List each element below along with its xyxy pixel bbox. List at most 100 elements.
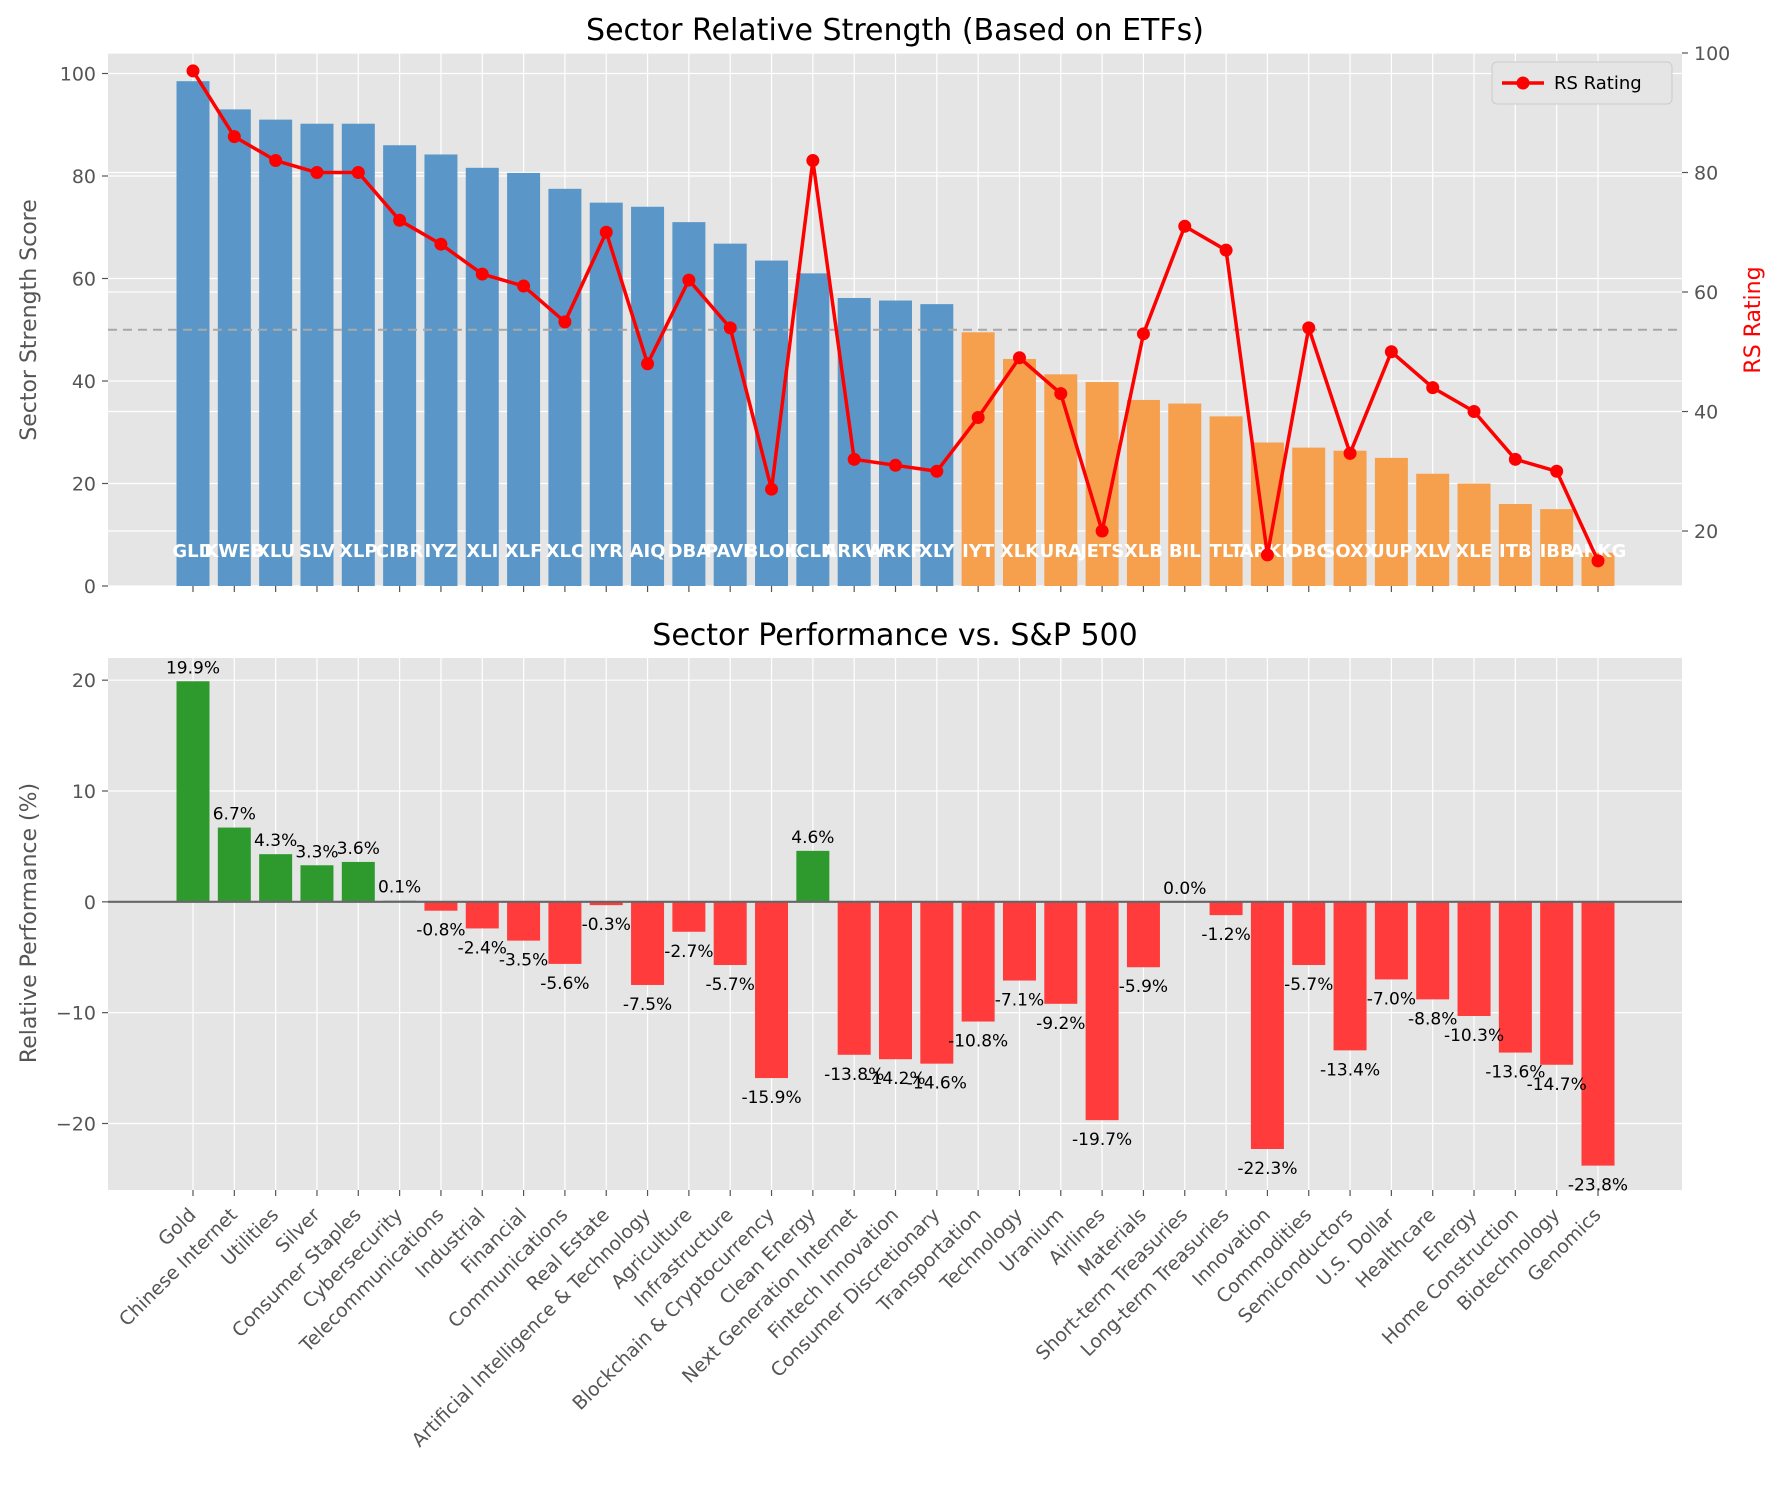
rs-rating-point: [847, 452, 861, 466]
bar-ticker-label: BIL: [1169, 541, 1201, 562]
bar-ticker-label: ARKW: [823, 541, 885, 562]
top-x-ticks: [192, 586, 1599, 592]
bar-ticker-label: KWEB: [204, 541, 264, 562]
rs-rating-point: [1054, 387, 1068, 401]
performance-value-label: -7.5%: [623, 995, 672, 1015]
performance-bar: [589, 901, 623, 906]
performance-value-label: -13.6%: [1485, 1063, 1545, 1083]
bar-ticker-label: XLF: [505, 541, 543, 562]
performance-value-label: 3.6%: [337, 839, 380, 859]
bottom-chart-title: Sector Performance vs. S&P 500: [652, 618, 1137, 653]
performance-value-label: 4.6%: [791, 828, 834, 848]
strength-bar: [1333, 450, 1367, 586]
bar-ticker-label: URA: [1040, 541, 1082, 562]
bar-ticker-label: XLU: [256, 541, 295, 562]
performance-value-label: -19.7%: [1072, 1130, 1132, 1150]
bar-ticker-label: XLV: [1414, 541, 1451, 562]
rs-rating-point: [889, 458, 902, 472]
performance-bar: [1002, 901, 1036, 981]
bar-ticker-label: XLE: [1455, 541, 1493, 562]
rs-rating-point: [930, 464, 944, 478]
rs-rating-point: [434, 237, 448, 251]
top-chart-title: Sector Relative Strength (Based on ETFs): [586, 13, 1204, 48]
rs-rating-point: [599, 225, 613, 239]
rs-rating-point: [1426, 381, 1440, 395]
performance-bar: [1250, 901, 1284, 1149]
strength-bar: [755, 260, 789, 586]
bar-ticker-label: AIQ: [630, 541, 666, 562]
strength-bar: [1498, 504, 1532, 586]
bar-ticker-label: JETS: [1078, 541, 1124, 562]
performance-value-label: -5.6%: [540, 974, 589, 994]
strength-bar: [1168, 403, 1202, 586]
performance-bar: [920, 901, 954, 1064]
legend-point-marker: [1516, 76, 1530, 90]
performance-value-label: -5.7%: [706, 975, 755, 995]
rs-rating-point: [1467, 405, 1481, 419]
strength-bar: [796, 273, 830, 586]
strength-bar: [341, 123, 375, 586]
bar-ticker-label: XLC: [546, 541, 585, 562]
performance-value-label: -14.7%: [1527, 1075, 1587, 1095]
strength-bar: [1540, 509, 1574, 586]
performance-bar: [424, 901, 458, 911]
top-left-tick-label: 80: [72, 166, 96, 188]
rs-rating-point: [1095, 524, 1109, 538]
strength-bar: [1292, 447, 1326, 586]
performance-bar: [755, 901, 789, 1079]
performance-value-label: -1.2%: [1201, 925, 1250, 945]
rs-rating-point: [475, 267, 489, 281]
strength-bar: [837, 297, 871, 586]
top-left-tick-label: 100: [60, 64, 96, 86]
rs-rating-point: [682, 273, 696, 287]
performance-bar: [961, 901, 995, 1022]
performance-value-label: -14.6%: [907, 1074, 967, 1094]
performance-value-label: -2.7%: [664, 942, 713, 962]
performance-value-label: 6.7%: [213, 805, 256, 825]
performance-value-label: 0.0%: [1163, 879, 1206, 899]
rs-rating-point: [1178, 219, 1192, 233]
performance-value-label: -0.3%: [582, 915, 631, 935]
rs-rating-point: [1136, 327, 1150, 341]
top-right-tick-label: 60: [1694, 282, 1718, 304]
bar-ticker-label: XLK: [1000, 541, 1040, 562]
bottom-bars: [176, 681, 1615, 1166]
performance-value-label: -0.8%: [416, 921, 465, 941]
rs-rating-point: [186, 64, 200, 78]
performance-bar: [631, 901, 665, 985]
performance-bar: [259, 854, 293, 902]
rs-rating-line: [186, 64, 1605, 568]
bottom-y-tick-label: 20: [72, 670, 96, 692]
bottom-y-tick-label: −20: [56, 1114, 96, 1136]
top-left-ticks: 0 20 40 60 80 100: [60, 64, 108, 598]
strength-bar: [424, 154, 458, 586]
performance-bar: [1416, 901, 1450, 1000]
bottom-y-tick-label: 0: [84, 892, 96, 914]
strength-bar: [548, 188, 582, 586]
performance-value-label: -3.5%: [499, 951, 548, 971]
performance-value-label: -15.9%: [741, 1088, 801, 1108]
bar-ticker-label: DBC: [1288, 541, 1330, 562]
performance-value-label: -13.4%: [1320, 1060, 1380, 1080]
performance-bar: [1540, 901, 1574, 1065]
strength-bar: [1457, 483, 1491, 586]
rs-rating-point: [1260, 548, 1274, 562]
strength-bar: [300, 123, 334, 586]
bar-ticker-label: BLOK: [745, 541, 800, 562]
strength-bar: [217, 109, 251, 586]
performance-bar: [507, 901, 541, 941]
performance-value-label: -7.1%: [995, 991, 1044, 1011]
performance-bar: [1209, 901, 1243, 916]
top-right-tick-label: 20: [1694, 521, 1718, 543]
strength-bar: [1002, 358, 1036, 586]
bar-ticker-label: DBA: [668, 541, 711, 562]
bar-ticker-label: CIBR: [376, 541, 424, 562]
strength-bar: [713, 243, 747, 586]
bottom-value-labels: 19.9% 6.7% 4.3%3.3%3.6% 0.1% -0.8%-2.4%-3.5%…: [166, 658, 1628, 1195]
performance-bar: [1333, 901, 1367, 1051]
rs-rating-point: [723, 321, 737, 335]
strength-bar: [920, 304, 954, 586]
rs-rating-point: [558, 315, 572, 329]
strength-bar: [1374, 457, 1408, 586]
